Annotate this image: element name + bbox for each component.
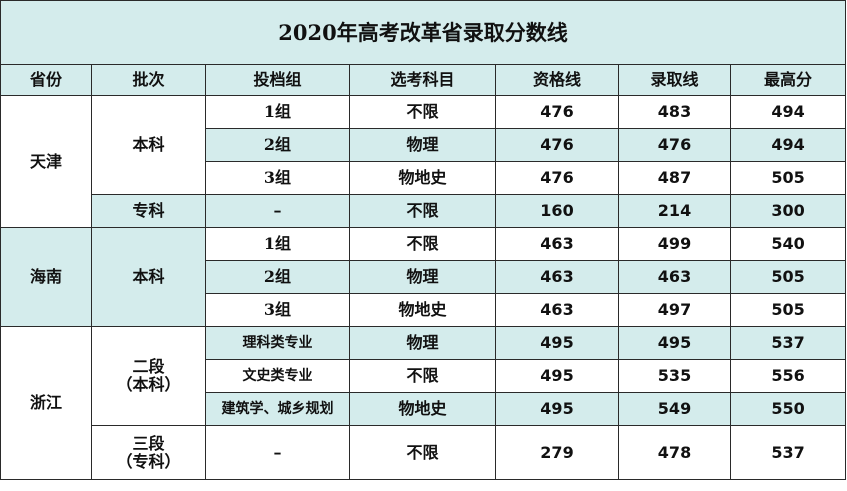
max-score-cell: 550 [729, 392, 847, 426]
max-score-cell: 537 [729, 326, 847, 360]
group-cell: 1组 [205, 95, 350, 129]
subjects-cell: 不限 [349, 359, 496, 393]
qualification-cell: 463 [495, 260, 619, 294]
header-max-score: 最高分 [729, 64, 847, 96]
subjects-cell: 不限 [349, 425, 496, 480]
batch-cell-tianjin-zhuanke: 专科 [91, 194, 206, 228]
batch-label-line: （本科） [116, 375, 181, 394]
group-cell: 建筑学、城乡规划 [205, 392, 350, 426]
admission-score-table: 2020年高考改革省录取分数线 省份 批次 投档组 选考科目 资格线 录取线 最… [0, 0, 847, 480]
table-row: 3组 物地史 476 487 505 [1, 161, 847, 195]
subjects-cell: 物地史 [349, 392, 496, 426]
admission-cell: 535 [618, 359, 731, 393]
batch-cell-tianjin-benke: 本科 [91, 95, 206, 195]
qualification-cell: 495 [495, 392, 619, 426]
subjects-cell: 不限 [349, 95, 496, 129]
table-title: 2020年高考改革省录取分数线 [0, 0, 847, 65]
subjects-cell: 不限 [349, 194, 496, 228]
group-cell: 3组 [205, 161, 350, 195]
admission-cell: 463 [618, 260, 731, 294]
table-row: 3组 物地史 463 497 505 [1, 293, 847, 327]
group-cell: – [205, 194, 350, 228]
admission-cell: 495 [618, 326, 731, 360]
admission-cell: 478 [618, 425, 731, 480]
qualification-cell: 463 [495, 293, 619, 327]
table-row: 文史类专业 不限 495 535 556 [1, 359, 847, 393]
max-score-cell: 556 [729, 359, 847, 393]
max-score-cell: 300 [729, 194, 847, 228]
group-cell: 文史类专业 [205, 359, 350, 393]
admission-cell: 487 [618, 161, 731, 195]
qualification-cell: 476 [495, 128, 619, 162]
header-row: 省份 批次 投档组 选考科目 资格线 录取线 最高分 [0, 64, 847, 96]
qualification-cell: 476 [495, 161, 619, 195]
table-row: 建筑学、城乡规划 物地史 495 549 550 [1, 392, 847, 426]
qualification-cell: 495 [495, 359, 619, 393]
table-row: 天津 本科 1组 不限 476 483 494 [0, 95, 847, 228]
group-cell: 2组 [205, 260, 350, 294]
admission-cell: 497 [618, 293, 731, 327]
qualification-cell: 279 [495, 425, 619, 480]
qualification-cell: 476 [495, 95, 619, 129]
subjects-cell: 物地史 [349, 293, 496, 327]
header-batch: 批次 [91, 64, 206, 96]
subjects-cell: 物理 [349, 326, 496, 360]
table-row: 2组 物理 463 463 505 [1, 260, 847, 294]
admission-cell: 549 [618, 392, 731, 426]
table-row: 专科 – 不限 160 214 300 [1, 194, 847, 228]
header-province: 省份 [0, 64, 92, 96]
group-cell: 3组 [205, 293, 350, 327]
max-score-cell: 540 [729, 227, 847, 261]
batch-cell-zhejiang-sanduan: 三段 （专科） [91, 425, 206, 480]
group-cell: 1组 [205, 227, 350, 261]
header-group: 投档组 [205, 64, 350, 96]
batch-cell-zhejiang-erduan: 二段 （本科） [91, 326, 206, 426]
admission-cell: 483 [618, 95, 731, 129]
max-score-cell: 505 [729, 293, 847, 327]
table-row: 2组 物理 476 476 494 [1, 128, 847, 162]
header-admission-line: 录取线 [618, 64, 731, 96]
province-cell-hainan: 海南 [0, 227, 92, 327]
title-row: 2020年高考改革省录取分数线 [0, 0, 847, 65]
batch-label-line: （专科） [116, 451, 181, 471]
max-score-cell: 537 [729, 425, 847, 480]
max-score-cell: 505 [729, 260, 847, 294]
subjects-cell: 物理 [349, 260, 496, 294]
group-cell: – [205, 425, 350, 480]
table-row: 三段 （专科） – 不限 279 478 537 [1, 425, 847, 480]
subjects-cell: 物地史 [349, 161, 496, 195]
table-row: 浙江 二段 （本科） 理科类专业 物理 495 495 537 [0, 326, 847, 480]
province-cell-zhejiang: 浙江 [0, 326, 92, 480]
admission-cell: 499 [618, 227, 731, 261]
subjects-cell: 不限 [349, 227, 496, 261]
max-score-cell: 494 [729, 128, 847, 162]
batch-label-line: 三段 [132, 433, 165, 453]
qualification-cell: 160 [495, 194, 619, 228]
header-subjects: 选考科目 [349, 64, 496, 96]
group-cell: 2组 [205, 128, 350, 162]
batch-label-line: 二段 [132, 357, 165, 376]
admission-cell: 476 [618, 128, 731, 162]
qualification-cell: 495 [495, 326, 619, 360]
header-qualification-line: 资格线 [495, 64, 619, 96]
group-cell: 理科类专业 [205, 326, 350, 360]
province-cell-tianjin: 天津 [0, 95, 92, 228]
max-score-cell: 505 [729, 161, 847, 195]
subjects-cell: 物理 [349, 128, 496, 162]
qualification-cell: 463 [495, 227, 619, 261]
max-score-cell: 494 [729, 95, 847, 129]
table-row: 海南 本科 1组 不限 463 499 540 [0, 227, 847, 327]
batch-cell-hainan-benke: 本科 [91, 227, 206, 327]
admission-cell: 214 [618, 194, 731, 228]
